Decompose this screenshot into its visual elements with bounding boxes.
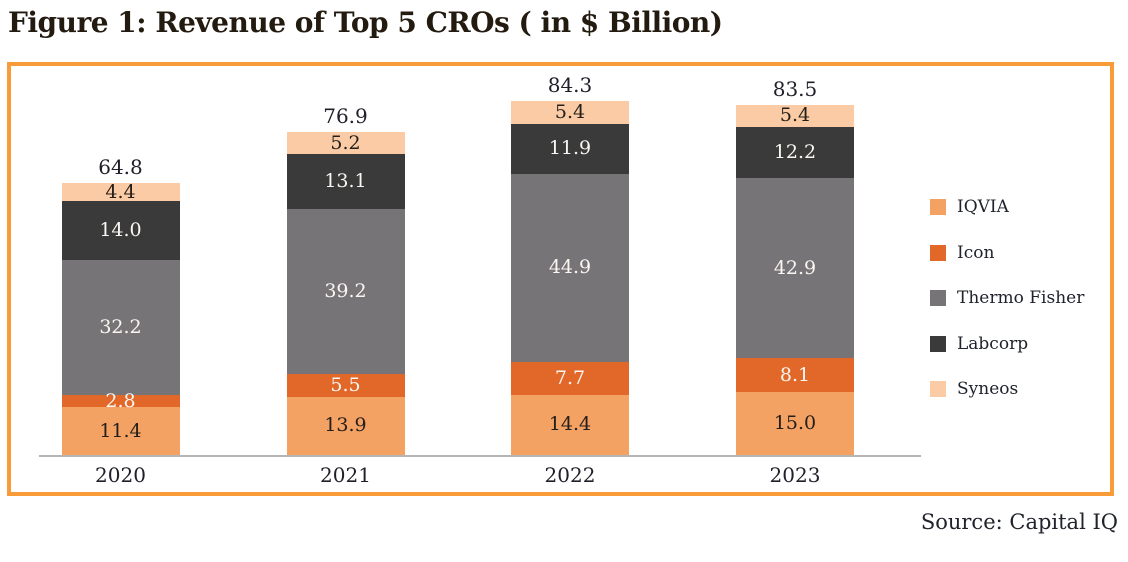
- segment-value-label: 14.0: [99, 219, 142, 242]
- legend-label-thermo-fisher: Thermo Fisher: [957, 288, 1085, 308]
- bar-segment-labcorp: 13.1: [286, 154, 405, 209]
- bar-segment-thermo-fisher: 42.9: [736, 178, 854, 359]
- bar-segment-thermo-fisher: 39.2: [286, 209, 405, 374]
- bar-segment-iqvia: 13.9: [286, 396, 405, 455]
- bar-segment-syneos: 4.4: [61, 180, 180, 203]
- bar-total-label: 83.5: [772, 76, 818, 101]
- bar-total-label: 64.8: [98, 155, 143, 179]
- legend-label-syneos: Syneos: [957, 379, 1019, 399]
- segment-value-label: 5.5: [330, 373, 361, 396]
- legend-item-iqvia: IQVIA: [930, 197, 1009, 217]
- bar-2022: 5.4 11.9 44.9 7.7 14.4: [511, 101, 629, 455]
- x-axis-line: [39, 455, 921, 457]
- bar-2021: 5.2 13.1 39.2 5.5 13.9: [286, 131, 405, 455]
- legend-swatch-labcorp: [930, 335, 946, 352]
- segment-value-label: 8.1: [779, 363, 811, 386]
- bar-segment-labcorp: 14.0: [61, 201, 180, 261]
- bar-segment-syneos: 5.2: [286, 131, 405, 155]
- legend-swatch-thermo-fisher: [930, 290, 946, 306]
- x-axis-tick-label: 2020: [95, 463, 146, 487]
- figure-title: Figure 1: Revenue of Top 5 CROs ( in $ B…: [8, 6, 723, 39]
- segment-value-label: 13.1: [324, 170, 367, 192]
- segment-value-label: 44.9: [548, 256, 592, 279]
- segment-value-label: 4.4: [105, 180, 136, 203]
- legend-swatch-syneos: [930, 381, 946, 397]
- segment-value-label: 2.8: [105, 389, 136, 412]
- bar-segment-icon: 7.7: [511, 362, 629, 395]
- segment-value-label: 39.2: [324, 279, 367, 302]
- segment-value-label: 13.9: [324, 414, 367, 437]
- chart-frame: 4.4 14.0 32.2 2.8 11.4 64.8 2020 5.2 13.1 39.2 5.5…: [7, 62, 1114, 496]
- segment-value-label: 5.4: [554, 100, 586, 123]
- bar-segment-labcorp: 11.9: [511, 123, 629, 174]
- legend-swatch-iqvia: [930, 199, 946, 215]
- segment-value-label: 42.9: [773, 256, 817, 279]
- bar-segment-thermo-fisher: 32.2: [61, 260, 180, 396]
- bar-segment-iqvia: 15.0: [736, 392, 854, 455]
- bar-total-label: 76.9: [323, 104, 368, 129]
- segment-value-label: 11.4: [99, 419, 142, 442]
- bar-segment-iqvia: 14.4: [511, 394, 629, 455]
- legend-label-icon: Icon: [957, 242, 995, 263]
- segment-value-label: 11.9: [548, 137, 592, 160]
- legend-item-icon: Icon: [930, 243, 994, 263]
- legend-item-labcorp: Labcorp: [930, 334, 1028, 354]
- bar-2020: 4.4 14.0 32.2 2.8 11.4: [61, 180, 180, 455]
- source-caption: Source: Capital IQ: [920, 510, 1118, 534]
- bar-segment-syneos: 5.4: [736, 104, 854, 128]
- legend-item-thermo-fisher: Thermo Fisher: [930, 288, 1084, 308]
- x-axis-tick-label: 2023: [769, 463, 821, 487]
- bar-segment-icon: 5.5: [286, 373, 405, 397]
- bar-segment-icon: 8.1: [736, 358, 854, 393]
- segment-value-label: 5.2: [330, 131, 361, 154]
- legend-swatch-icon: [930, 244, 946, 261]
- segment-value-label: 12.2: [773, 141, 817, 164]
- legend-label-iqvia: IQVIA: [957, 197, 1009, 217]
- x-axis-tick-label: 2022: [544, 463, 596, 487]
- segment-value-label: 15.0: [773, 412, 817, 435]
- bar-segment-iqvia: 11.4: [61, 407, 180, 455]
- x-axis-tick-label: 2021: [320, 463, 371, 487]
- bar-segment-labcorp: 12.2: [736, 127, 854, 179]
- segment-value-label: 5.4: [779, 104, 811, 127]
- segment-value-label: 32.2: [99, 316, 142, 339]
- bar-segment-icon: 2.8: [61, 391, 180, 410]
- segment-value-label: 14.4: [548, 413, 592, 436]
- bar-2023: 5.4 12.2 42.9 8.1 15.0: [736, 104, 854, 455]
- legend-label-labcorp: Labcorp: [957, 333, 1029, 354]
- bar-segment-thermo-fisher: 44.9: [511, 173, 629, 363]
- legend-item-syneos: Syneos: [930, 379, 1018, 399]
- bar-segment-syneos: 5.4: [511, 101, 629, 124]
- bar-total-label: 84.3: [547, 73, 593, 98]
- segment-value-label: 7.7: [554, 366, 586, 389]
- plot-area: 4.4 14.0 32.2 2.8 11.4 64.8 2020 5.2 13.1 39.2 5.5…: [11, 66, 1110, 492]
